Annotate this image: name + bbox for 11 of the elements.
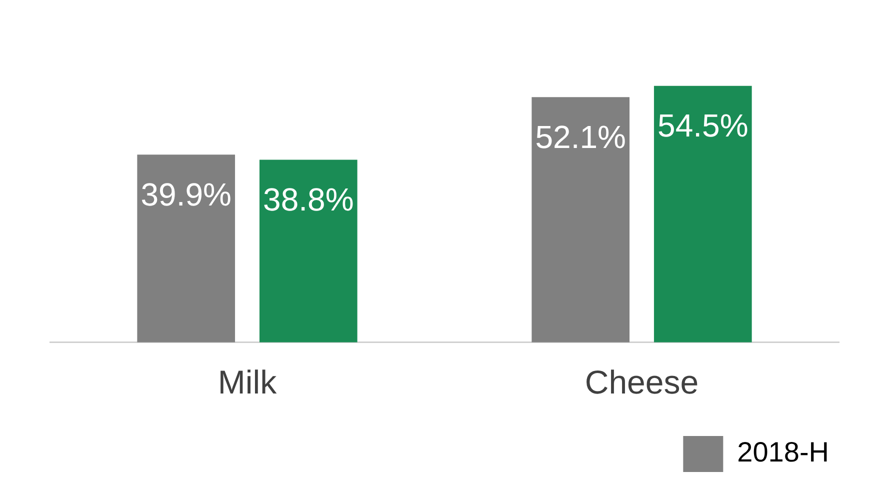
legend-label: 2018-H [737,436,830,468]
data-label: 54.5% [658,108,748,144]
data-label: 39.9% [140,176,232,212]
bar [137,154,236,342]
x-tick-label: Cheese [584,363,699,400]
bar [259,160,358,342]
x-tick-label: Milk [218,363,278,400]
bar [532,97,630,342]
data-label: 38.8% [263,182,354,218]
data-label: 52.1% [535,119,626,156]
bar [654,86,752,342]
